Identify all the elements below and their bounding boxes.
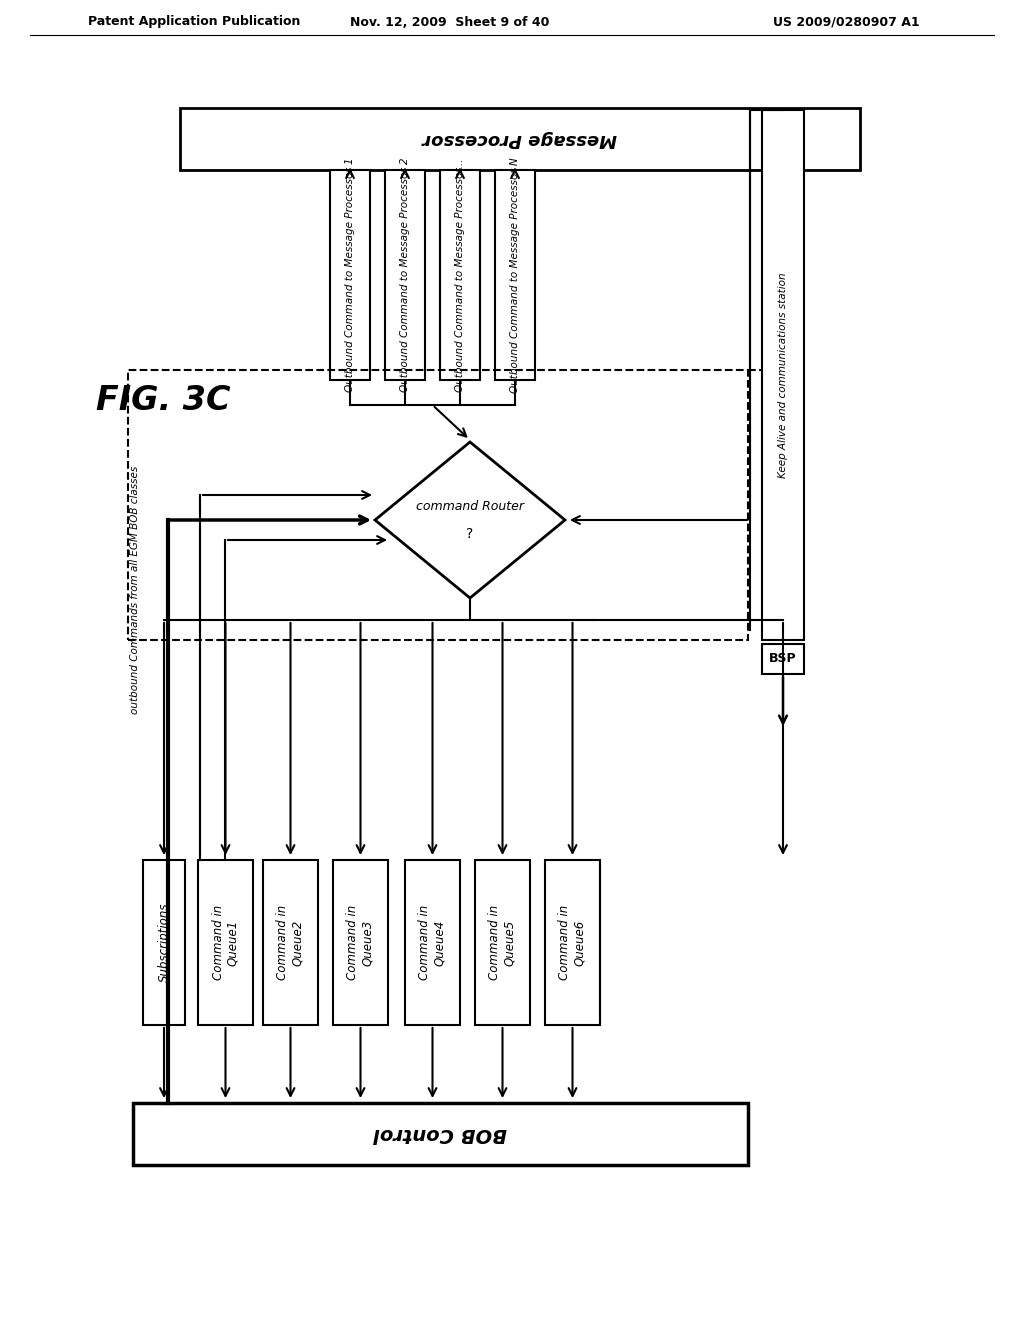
Text: Outbound Command to Message Processor N: Outbound Command to Message Processor N: [510, 157, 520, 393]
Text: Message Processor: Message Processor: [423, 129, 617, 148]
Bar: [495, 170, 535, 380]
Text: Command in
Queue4: Command in Queue4: [419, 906, 446, 981]
Bar: [180, 108, 860, 170]
Bar: [762, 110, 804, 640]
Text: Command in
Queue5: Command in Queue5: [488, 906, 516, 981]
Text: Nov. 12, 2009  Sheet 9 of 40: Nov. 12, 2009 Sheet 9 of 40: [350, 16, 550, 29]
Text: BOB Control: BOB Control: [374, 1125, 507, 1143]
Bar: [440, 170, 480, 380]
Text: Keep Alive and communications station: Keep Alive and communications station: [778, 272, 788, 478]
Text: Command in
Queue6: Command in Queue6: [558, 906, 587, 981]
Text: Patent Application Publication: Patent Application Publication: [88, 16, 300, 29]
Text: BSP: BSP: [769, 652, 797, 665]
Bar: [143, 861, 185, 1026]
Bar: [385, 170, 425, 380]
Bar: [475, 861, 530, 1026]
Bar: [762, 644, 804, 675]
Text: ?: ?: [466, 527, 474, 541]
Bar: [198, 861, 253, 1026]
Text: Command in
Queue2: Command in Queue2: [276, 906, 304, 981]
Text: FIG. 3C: FIG. 3C: [96, 384, 230, 417]
Text: US 2009/0280907 A1: US 2009/0280907 A1: [773, 16, 920, 29]
Text: command Router: command Router: [416, 499, 524, 512]
Bar: [330, 170, 370, 380]
Bar: [128, 370, 748, 640]
Text: Command in
Queue3: Command in Queue3: [346, 906, 375, 981]
Bar: [545, 861, 600, 1026]
Text: Subscriptions: Subscriptions: [158, 903, 171, 982]
Text: Command in
Queue1: Command in Queue1: [212, 906, 240, 981]
Bar: [263, 861, 318, 1026]
Text: Outbound Command to Message Processor 1: Outbound Command to Message Processor 1: [345, 158, 355, 392]
Bar: [406, 861, 460, 1026]
Text: Outbound Command to Message Processor...: Outbound Command to Message Processor...: [455, 158, 465, 392]
Text: outbound Commands from all EGM BOB classes: outbound Commands from all EGM BOB class…: [130, 466, 140, 714]
Text: Outbound Command to Message Processor 2: Outbound Command to Message Processor 2: [400, 158, 410, 392]
Bar: [333, 861, 388, 1026]
Bar: [133, 1104, 748, 1166]
